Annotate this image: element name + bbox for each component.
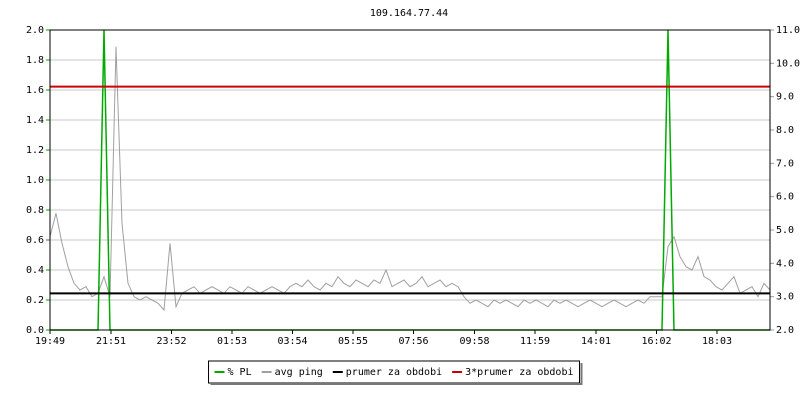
x-tick-label: 19:49 <box>35 336 65 347</box>
x-tick-label: 18:03 <box>702 336 732 347</box>
y-tick-label: 1.0 <box>26 175 44 186</box>
legend-label: 3*prumer za obdobi <box>465 367 573 378</box>
y2-tick-label: 2.0 <box>776 325 794 336</box>
y-tick-label: 0.2 <box>26 295 44 306</box>
x-tick-label: 23:52 <box>156 336 186 347</box>
x-tick-label: 21:51 <box>96 336 126 347</box>
y-tick-label: 1.6 <box>26 85 44 96</box>
y2-tick-label: 3.0 <box>776 292 794 303</box>
x-tick-label: 03:54 <box>277 336 307 347</box>
y-tick-label: 0.6 <box>26 235 44 246</box>
y-tick-label: 0.0 <box>26 325 44 336</box>
y-tick-label: 0.4 <box>26 265 44 276</box>
x-tick-label: 05:55 <box>338 336 368 347</box>
y2-tick-label: 8.0 <box>776 125 794 136</box>
y-tick-label: 1.2 <box>26 145 44 156</box>
x-tick-label: 01:53 <box>217 336 247 347</box>
legend-label: prumer za obdobi <box>346 367 442 378</box>
y2-tick-label: 4.0 <box>776 258 794 269</box>
y2-tick-label: 7.0 <box>776 158 794 169</box>
x-tick-label: 07:56 <box>398 336 428 347</box>
legend: % PL avg ping prumer za obdobi 3*prumer za … <box>208 360 580 384</box>
y-tick-label: 1.8 <box>26 55 44 66</box>
y2-tick-label: 6.0 <box>776 192 794 203</box>
x-tick-label: 16:02 <box>641 336 671 347</box>
y2-tick-label: 5.0 <box>776 225 794 236</box>
legend-label: avg ping <box>275 367 323 378</box>
y-tick-label: 0.8 <box>26 205 44 216</box>
series-line <box>49 46 771 312</box>
y2-tick-label: 11.0 <box>776 25 800 36</box>
x-tick-label: 09:58 <box>459 336 489 347</box>
y-tick-label: 1.4 <box>26 115 44 126</box>
chart-title: 109.164.77.44 <box>370 8 448 19</box>
plot-frame <box>49 29 771 331</box>
x-tick-label: 11:59 <box>520 336 550 347</box>
y2-tick-label: 10.0 <box>776 58 800 69</box>
x-tick-label: 14:01 <box>581 336 611 347</box>
y2-tick-label: 9.0 <box>776 92 794 103</box>
legend-label: % PL <box>228 367 252 378</box>
y-tick-label: 2.0 <box>26 25 44 36</box>
legend-shadow-edge <box>210 363 583 385</box>
